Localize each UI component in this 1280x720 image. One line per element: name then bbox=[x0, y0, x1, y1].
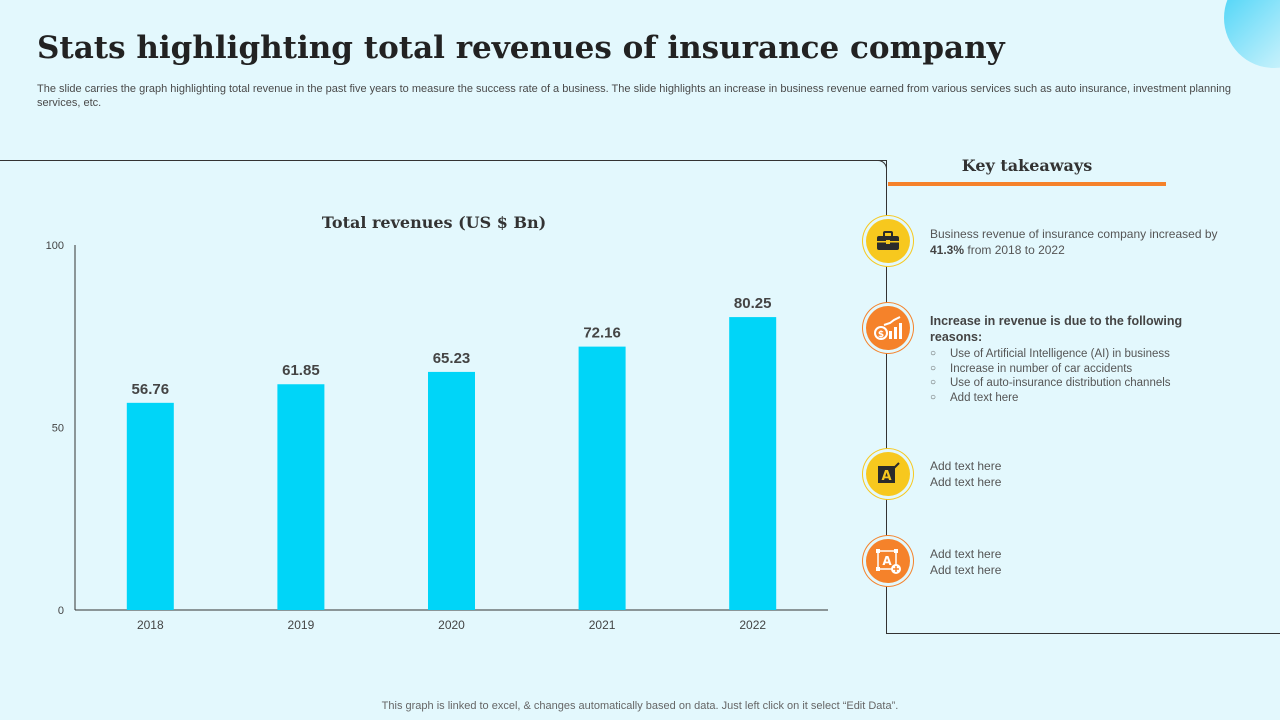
bar-2018[interactable] bbox=[126, 402, 174, 610]
text-edit-icon: A bbox=[866, 452, 910, 496]
decorative-corner-circle bbox=[1224, 0, 1280, 68]
y-tick-label: 0 bbox=[58, 605, 64, 617]
takeaway-line: Add text here bbox=[930, 563, 1002, 577]
data-label-2019: 61.85 bbox=[282, 362, 320, 379]
data-label-2021: 72.16 bbox=[583, 325, 621, 342]
revenue-bar-chart[interactable]: Total revenues (US $ Bn) 0 50 100 56.76 61.… bbox=[0, 160, 860, 640]
x-tick-label: 2018 bbox=[137, 618, 164, 632]
svg-text:$: $ bbox=[878, 330, 884, 340]
frame-line-vertical bbox=[886, 160, 887, 634]
x-tick-label: 2020 bbox=[438, 618, 465, 632]
takeaway-text-end: from 2018 to 2022 bbox=[964, 243, 1065, 257]
page-subtitle: The slide carries the graph highlighting… bbox=[37, 83, 1231, 109]
takeaway-reasons: Increase in revenue is due to the follow… bbox=[930, 313, 1230, 405]
list-item: Use of Artificial Intelligence (AI) in b… bbox=[930, 347, 1230, 362]
bar-2019[interactable] bbox=[277, 384, 325, 610]
takeaway-line: Add text here bbox=[930, 547, 1002, 561]
bar-2021[interactable] bbox=[578, 346, 626, 610]
takeaway-line: Add text here bbox=[930, 459, 1002, 473]
bar-2022[interactable] bbox=[729, 317, 777, 610]
key-takeaways-underline bbox=[888, 182, 1166, 186]
revenue-growth-icon: $ bbox=[866, 306, 910, 350]
data-label-2020: 65.23 bbox=[433, 350, 471, 367]
bar-2020[interactable] bbox=[428, 371, 475, 610]
takeaway-line: Add text here bbox=[930, 475, 1002, 489]
growth-percentage: 41.3% bbox=[930, 243, 965, 257]
list-item: Add text here bbox=[930, 391, 1230, 406]
briefcase-icon bbox=[866, 219, 910, 263]
takeaway-three: Add text here Add text here bbox=[930, 458, 1230, 490]
list-item: Use of auto-insurance distribution chann… bbox=[930, 376, 1230, 391]
y-tick-label: 50 bbox=[52, 423, 64, 435]
page-title: Stats highlighting total revenues of ins… bbox=[37, 30, 1005, 66]
data-label-2018: 56.76 bbox=[132, 381, 170, 398]
footer-note: This graph is linked to excel, & changes… bbox=[381, 700, 899, 712]
reasons-heading: Increase in revenue is due to the follow… bbox=[930, 314, 1183, 344]
takeaway-text: Business revenue of insurance company in… bbox=[930, 227, 1218, 241]
x-tick-label: 2021 bbox=[589, 618, 616, 632]
frame-line-bottom bbox=[886, 633, 1280, 634]
x-tick-label: 2019 bbox=[288, 618, 315, 632]
takeaway-revenue-growth: Business revenue of insurance company in… bbox=[930, 226, 1230, 258]
reasons-list: Use of Artificial Intelligence (AI) in b… bbox=[930, 347, 1230, 405]
takeaway-four: Add text here Add text here bbox=[930, 546, 1230, 578]
text-add-icon: A bbox=[866, 539, 910, 583]
frame-line-top bbox=[0, 160, 886, 161]
data-label-2022: 80.25 bbox=[734, 295, 772, 312]
key-takeaways-heading: Key takeaways bbox=[961, 156, 1093, 175]
list-item: Increase in number of car accidents bbox=[930, 362, 1230, 377]
x-tick-label: 2022 bbox=[739, 618, 766, 632]
y-tick-label: 100 bbox=[46, 240, 64, 252]
svg-text:A: A bbox=[882, 554, 892, 568]
svg-text:A: A bbox=[881, 469, 891, 484]
chart-title: Total revenues (US $ Bn) bbox=[322, 213, 546, 232]
